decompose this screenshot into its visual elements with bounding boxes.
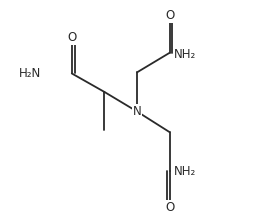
Text: O: O	[165, 9, 174, 22]
Text: H₂N: H₂N	[19, 67, 41, 80]
Text: NH₂: NH₂	[174, 48, 196, 62]
Text: O: O	[165, 201, 174, 214]
Text: N: N	[133, 105, 141, 118]
Text: O: O	[67, 31, 76, 44]
Text: NH₂: NH₂	[174, 165, 196, 178]
